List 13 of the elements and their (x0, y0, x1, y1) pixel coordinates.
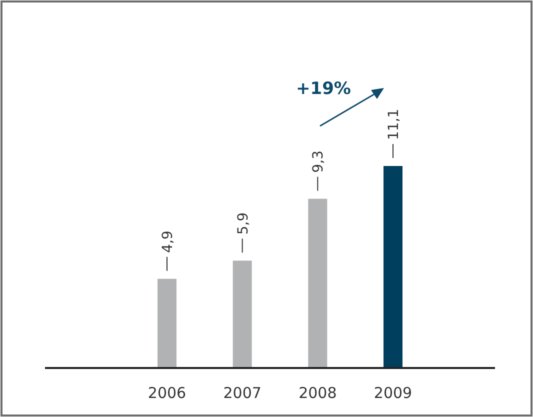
bar (384, 166, 402, 368)
bar (232, 260, 252, 368)
x-tick-label: 2007 (223, 384, 262, 402)
x-tick-label: 2006 (148, 384, 186, 402)
x-tick-label: 2009 (374, 384, 412, 402)
data-label: 4,9 (160, 230, 176, 253)
bar (158, 278, 176, 368)
data-label: 11,1 (386, 108, 402, 140)
data-label: 5,9 (235, 212, 252, 235)
bar (308, 198, 328, 368)
text: +19% (296, 79, 351, 99)
x-tick-label: 2008 (298, 384, 337, 402)
data-label: 9,3 (310, 150, 327, 173)
